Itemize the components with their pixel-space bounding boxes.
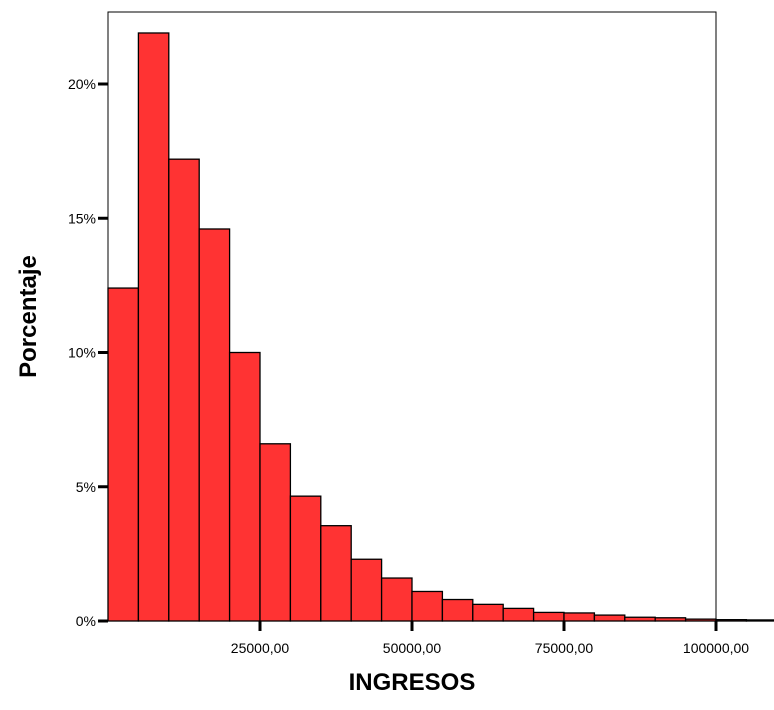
histogram-bar — [259, 443, 292, 622]
histogram-bar — [168, 158, 200, 622]
histogram-bar — [502, 607, 535, 622]
histogram-bar — [624, 616, 656, 622]
y-tick-label: 15% — [68, 210, 96, 226]
x-tick-label: 25000,00 — [231, 640, 290, 656]
y-tick-label: 20% — [68, 76, 96, 92]
y-tick-label: 5% — [76, 479, 96, 495]
histogram-bar — [532, 611, 565, 622]
histogram-bar — [137, 32, 170, 622]
x-axis-title: INGRESOS — [349, 669, 476, 696]
histogram-bar — [107, 287, 140, 622]
histogram-bar — [745, 619, 774, 622]
histogram-bar — [472, 603, 504, 622]
histogram-bar — [380, 577, 413, 622]
histogram-bar — [715, 619, 748, 622]
x-tick-label: 100000,00 — [683, 640, 749, 656]
histogram-bar — [350, 558, 383, 622]
histogram-bar — [289, 495, 322, 622]
y-axis-title: Porcentaje — [15, 255, 42, 378]
x-tick-label: 75000,00 — [535, 640, 594, 656]
histogram-bar — [563, 612, 596, 622]
x-tick-label: 50000,00 — [383, 640, 442, 656]
histogram-bar — [320, 525, 352, 622]
histogram-bar — [228, 351, 261, 622]
y-tick-label: 0% — [76, 613, 96, 629]
y-axis: 0% 5% 10% 15% 20% — [68, 76, 108, 629]
histogram-bar — [441, 598, 474, 622]
histogram-bar — [684, 618, 717, 622]
histogram-bar — [593, 614, 626, 622]
histogram-bar — [654, 617, 687, 622]
y-tick-label: 10% — [68, 345, 96, 361]
histogram-bar — [411, 590, 444, 622]
x-axis: 25000,00 50000,00 75000,00 100000,00 — [231, 621, 749, 656]
bars-group — [107, 32, 774, 622]
histogram-bar — [198, 228, 231, 622]
